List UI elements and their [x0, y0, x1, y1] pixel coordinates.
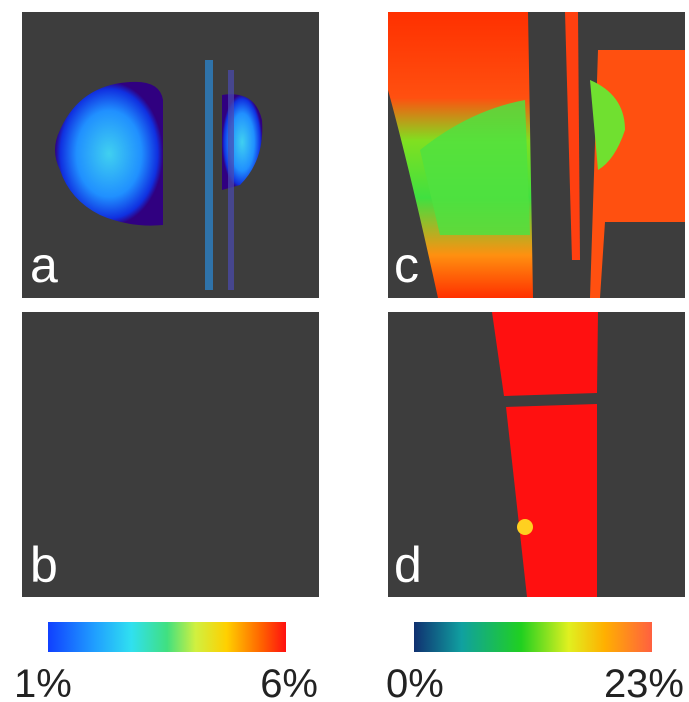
colorbar	[414, 622, 652, 652]
panel-d: d	[388, 312, 685, 597]
region	[420, 100, 530, 235]
colorbar-min-label: 0%	[386, 662, 444, 702]
panel-c: c	[388, 12, 685, 298]
blob	[55, 81, 163, 226]
panel-label: c	[394, 237, 419, 293]
panel-label: d	[394, 537, 422, 593]
panel-bg	[22, 312, 319, 597]
strip	[228, 70, 234, 290]
panel-a: a	[22, 12, 319, 298]
panel-label: b	[30, 537, 58, 593]
panel-label: a	[30, 237, 58, 293]
region	[506, 404, 597, 597]
panel-b: b	[22, 312, 319, 597]
region	[492, 312, 598, 396]
strip	[205, 60, 213, 290]
region	[590, 80, 625, 170]
colorbar-max-label: 6%	[260, 662, 318, 702]
colorbar	[48, 622, 286, 652]
colorbar-max-label: 23%	[604, 662, 684, 702]
colorbar-min-label: 1%	[14, 662, 72, 702]
spot	[517, 519, 533, 535]
region	[565, 12, 580, 260]
